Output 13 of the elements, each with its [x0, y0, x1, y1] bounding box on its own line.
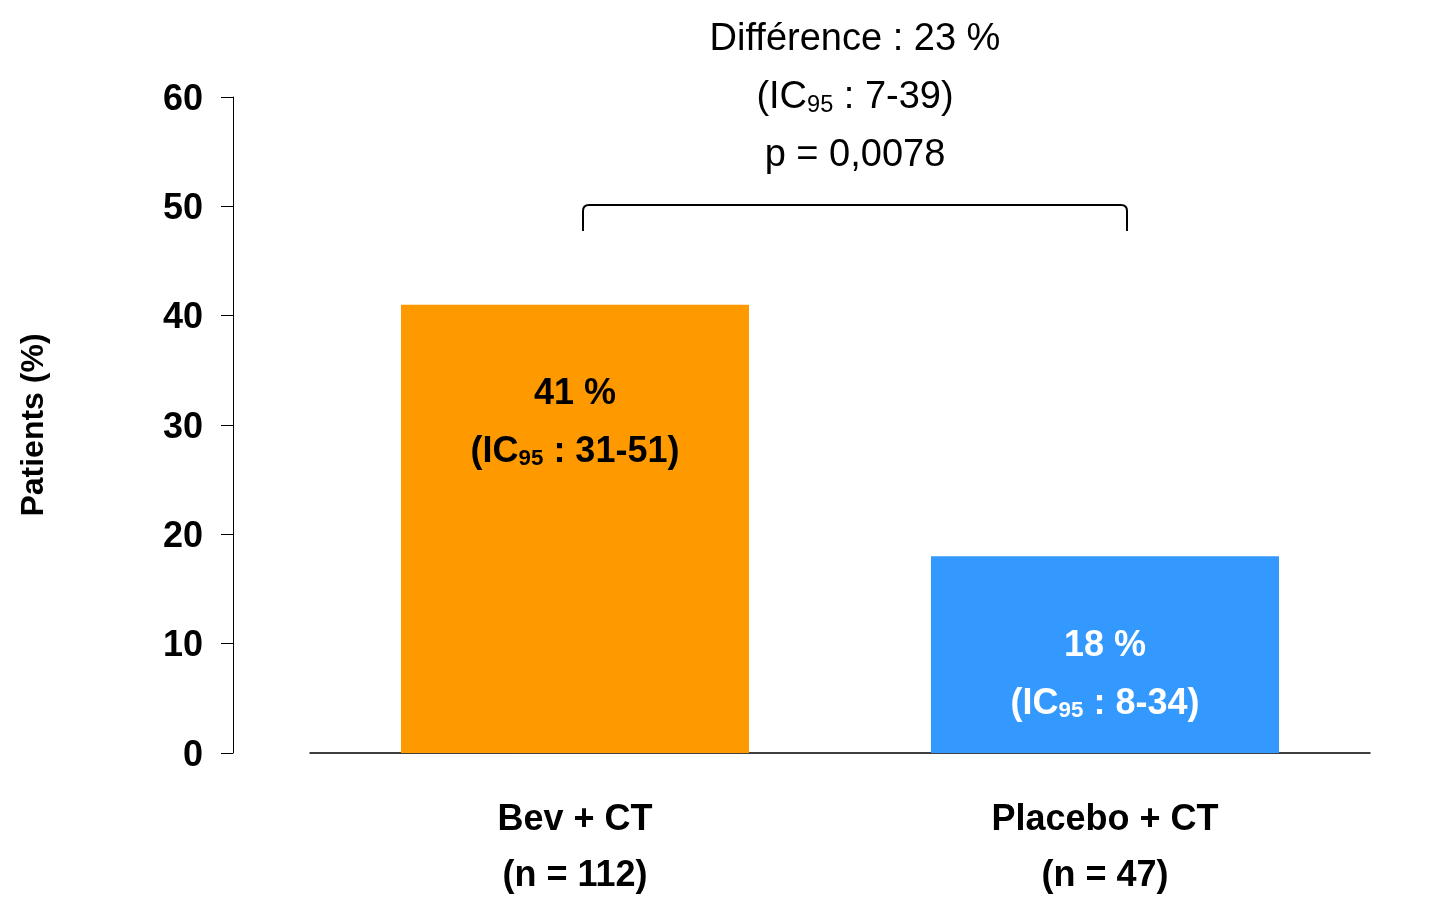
y-tick-label: 50 — [162, 185, 203, 227]
data-label: 18 % (IC95 : 8-34) — [1010, 622, 1200, 722]
y-axis-title: Patients (%) — [14, 333, 50, 517]
y-tick-label: 30 — [162, 404, 203, 446]
data-label: 41 % (IC95 : 31-51) — [470, 371, 680, 471]
x-tick-label: Placebo + CT (n = 47) — [991, 796, 1219, 894]
x-tick-label: Bev + CT (n = 112) — [497, 796, 653, 894]
y-tick-label: 20 — [162, 513, 203, 555]
y-tick-label: 60 — [162, 76, 203, 118]
annotation: Différence : 23 % (IC95 : 7-39) p = 0,0078 — [709, 16, 1001, 174]
y-tick-label: 40 — [162, 295, 203, 337]
y-tick-label: 10 — [162, 623, 203, 665]
y-tick-label: 0 — [182, 732, 203, 774]
